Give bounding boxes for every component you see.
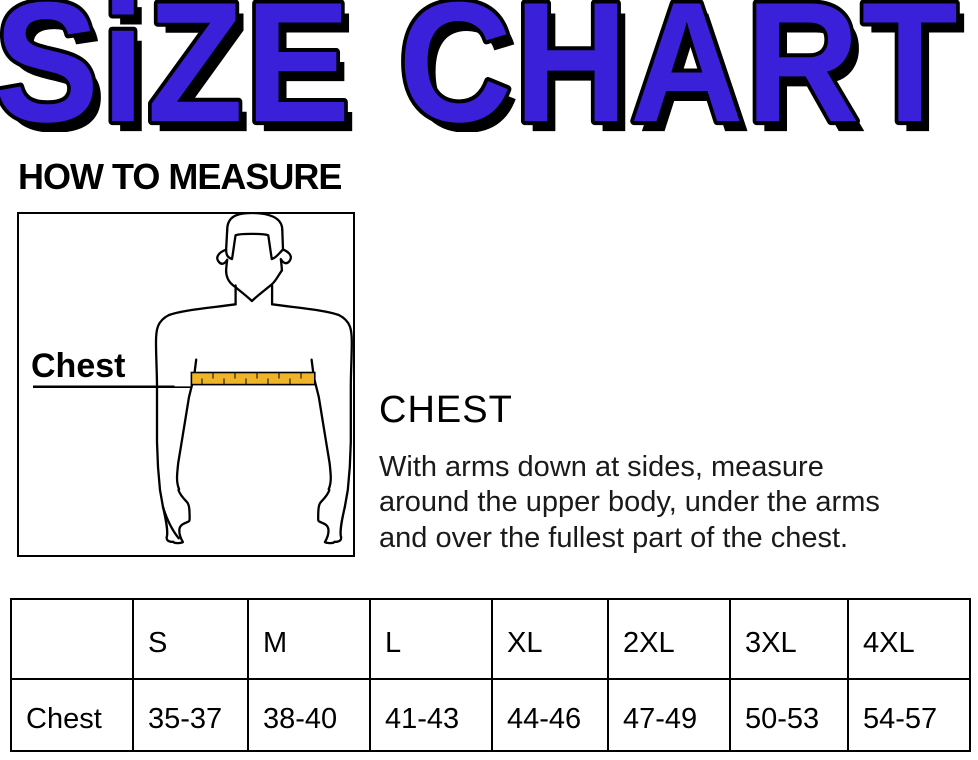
svg-text:Chest: Chest <box>31 347 125 385</box>
